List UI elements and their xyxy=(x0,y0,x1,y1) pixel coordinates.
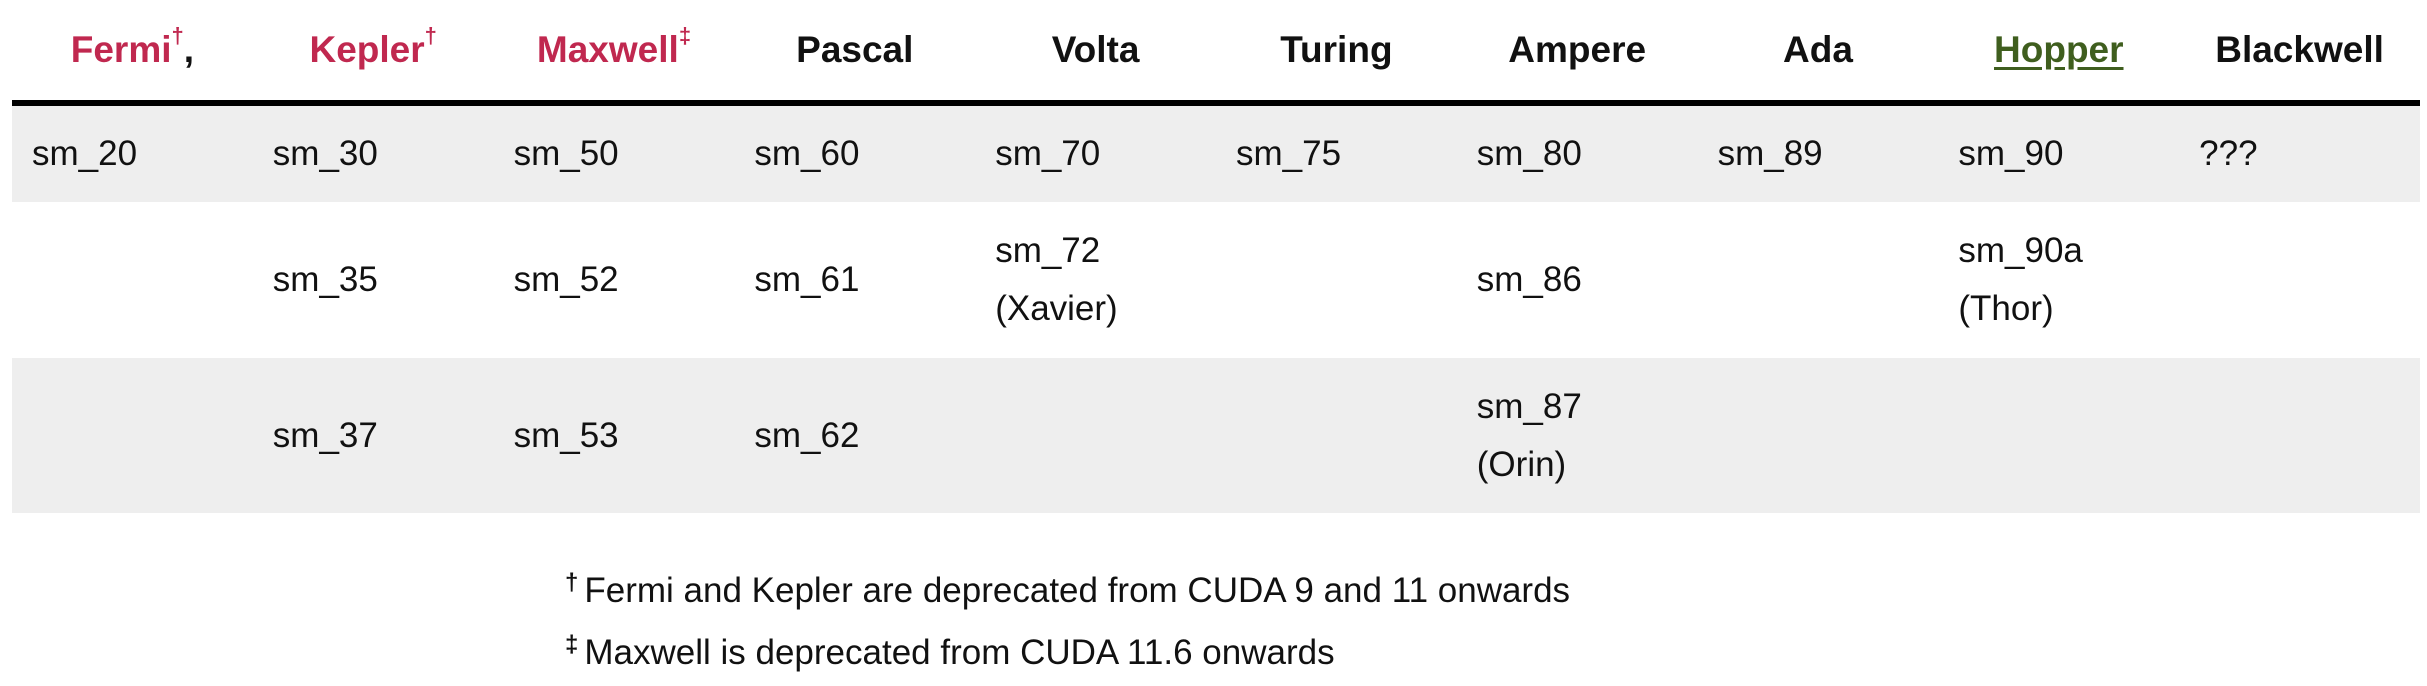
table-cell: sm_90a (Thor) xyxy=(1958,231,2083,328)
table-row: sm_35 sm_52 sm_61 sm_72 (Xavier) sm_86 s… xyxy=(12,202,2420,358)
table-cell: sm_61 xyxy=(754,260,860,299)
table-cell: sm_62 xyxy=(754,415,860,455)
architecture-table: Fermi†, Kepler† Maxwell‡ Pascal Volta Tu… xyxy=(12,0,2420,513)
table-cell: sm_35 xyxy=(272,260,378,299)
table-cell: sm_75 xyxy=(1235,134,1342,173)
table-cell: sm_72 (Xavier) xyxy=(995,231,1118,328)
column-header-fermi: Fermi†, xyxy=(70,22,195,70)
table-cell: sm_70 xyxy=(995,134,1101,173)
column-header-ada: Ada xyxy=(1783,29,1853,70)
table-cell: sm_60 xyxy=(754,134,860,173)
table-cell: sm_30 xyxy=(272,134,378,173)
table-header-row: Fermi†, Kepler† Maxwell‡ Pascal Volta Tu… xyxy=(12,0,2420,106)
table-cell: sm_90 xyxy=(1958,134,2064,173)
table-cell: sm_52 xyxy=(513,260,619,299)
table-row: sm_37 sm_53 sm_62 sm_87 (Orin) xyxy=(12,358,2420,513)
column-header-volta: Volta xyxy=(1051,29,1140,70)
table-cell: sm_89 xyxy=(1717,134,1823,173)
table-cell: sm_86 xyxy=(1476,260,1582,299)
column-header-pascal: Pascal xyxy=(796,29,914,70)
column-header-kepler: Kepler† xyxy=(309,22,437,70)
footnote-maxwell: ‡ Maxwell is deprecated from CUDA 11.6 on… xyxy=(565,624,1570,686)
column-header-ampere: Ampere xyxy=(1508,29,1647,70)
dagger-mark: † xyxy=(171,22,184,48)
table-cell: sm_20 xyxy=(32,134,138,173)
table-cell: ??? xyxy=(2199,134,2258,173)
footnote-text: Maxwell is deprecated from CUDA 11.6 onw… xyxy=(584,633,1335,672)
table-cell: sm_50 xyxy=(513,134,619,173)
column-header-hopper-link[interactable]: Hopper xyxy=(1994,29,2124,70)
table-cell: sm_87 (Orin) xyxy=(1476,386,1582,484)
dagger-mark: † xyxy=(424,22,437,48)
table-row: sm_20 sm_30 sm_50 sm_60 sm_70 sm_75 sm_8… xyxy=(12,106,2420,202)
footnotes: † Fermi and Kepler are deprecated from CU… xyxy=(565,562,1570,686)
footnote-fermi-kepler: † Fermi and Kepler are deprecated from CU… xyxy=(565,562,1570,624)
header-comma: , xyxy=(183,29,195,70)
dagger-mark: † xyxy=(565,569,579,596)
table-cell: sm_80 xyxy=(1476,134,1582,173)
table-cell: sm_37 xyxy=(272,415,378,455)
table-cell: sm_53 xyxy=(513,415,619,455)
column-header-turing: Turing xyxy=(1280,29,1393,70)
double-dagger-mark: ‡ xyxy=(565,631,579,658)
column-header-blackwell: Blackwell xyxy=(2215,29,2384,70)
column-header-maxwell: Maxwell‡ xyxy=(536,22,692,70)
double-dagger-mark: ‡ xyxy=(678,22,692,48)
footnote-text: Fermi and Kepler are deprecated from CUD… xyxy=(584,571,1571,610)
